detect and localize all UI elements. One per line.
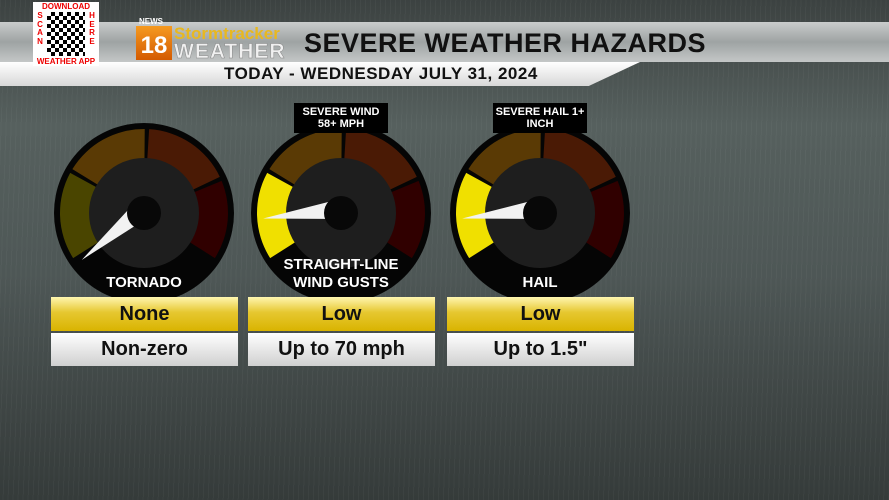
logo-number: 18 xyxy=(140,32,168,59)
date-label: TODAY - WEDNESDAY JULY 31, 2024 xyxy=(224,64,538,83)
gauge xyxy=(54,123,234,303)
gauge-hub xyxy=(127,196,161,230)
gauge-segment xyxy=(468,129,541,186)
gauge-segment xyxy=(269,129,342,186)
station-logo: NEWS 18 Stormtracker WEATHER xyxy=(134,17,298,64)
gauge-label: TORNADO xyxy=(106,274,182,291)
logo-brand1: Stormtracker xyxy=(174,24,280,43)
risk-level-box: None xyxy=(51,297,238,331)
qr-left-text: SCAN xyxy=(37,11,43,46)
risk-value-box: Up to 70 mph xyxy=(248,333,435,366)
qr-bottom-text: WEATHER APP xyxy=(36,57,96,66)
gauge-top-label: SEVERE HAIL 1+ INCH xyxy=(493,103,587,133)
gauge-segment xyxy=(187,180,228,259)
gauge-needle xyxy=(462,199,541,219)
gauge-segment xyxy=(384,180,425,259)
gauge-segment xyxy=(543,129,616,191)
qr-right-text: HERE xyxy=(89,11,95,46)
risk-level-box: Low xyxy=(248,297,435,331)
logo-brand2: WEATHER xyxy=(174,40,286,64)
page-title: SEVERE WEATHER HAZARDS xyxy=(304,28,707,58)
gauge-hub xyxy=(324,196,358,230)
gauge-segment xyxy=(583,180,624,259)
qr-image xyxy=(47,12,85,56)
gauge-segment xyxy=(72,129,145,186)
gauge-label: HAIL xyxy=(522,274,558,291)
risk-level-box: Low xyxy=(447,297,634,331)
gauge-top-label: SEVERE WIND 58+ MPH xyxy=(294,103,388,133)
qr-code: DOWNLOAD SCAN HERE WEATHER APP xyxy=(33,2,99,66)
gauge-segment xyxy=(344,129,417,191)
date-band xyxy=(0,62,640,86)
gauge-needle xyxy=(263,199,342,219)
qr-top-text: DOWNLOAD xyxy=(42,2,90,11)
risk-value-box: Non-zero xyxy=(51,333,238,366)
gauge-segment xyxy=(60,172,101,259)
gauge xyxy=(251,123,431,303)
gauge xyxy=(450,123,630,303)
risk-value-box: Up to 1.5" xyxy=(447,333,634,366)
gauge-segment xyxy=(147,129,220,191)
gauge-label: STRAIGHT-LINE WIND GUSTS xyxy=(283,256,399,291)
gauge-hub xyxy=(523,196,557,230)
logo-news: NEWS xyxy=(139,17,163,26)
